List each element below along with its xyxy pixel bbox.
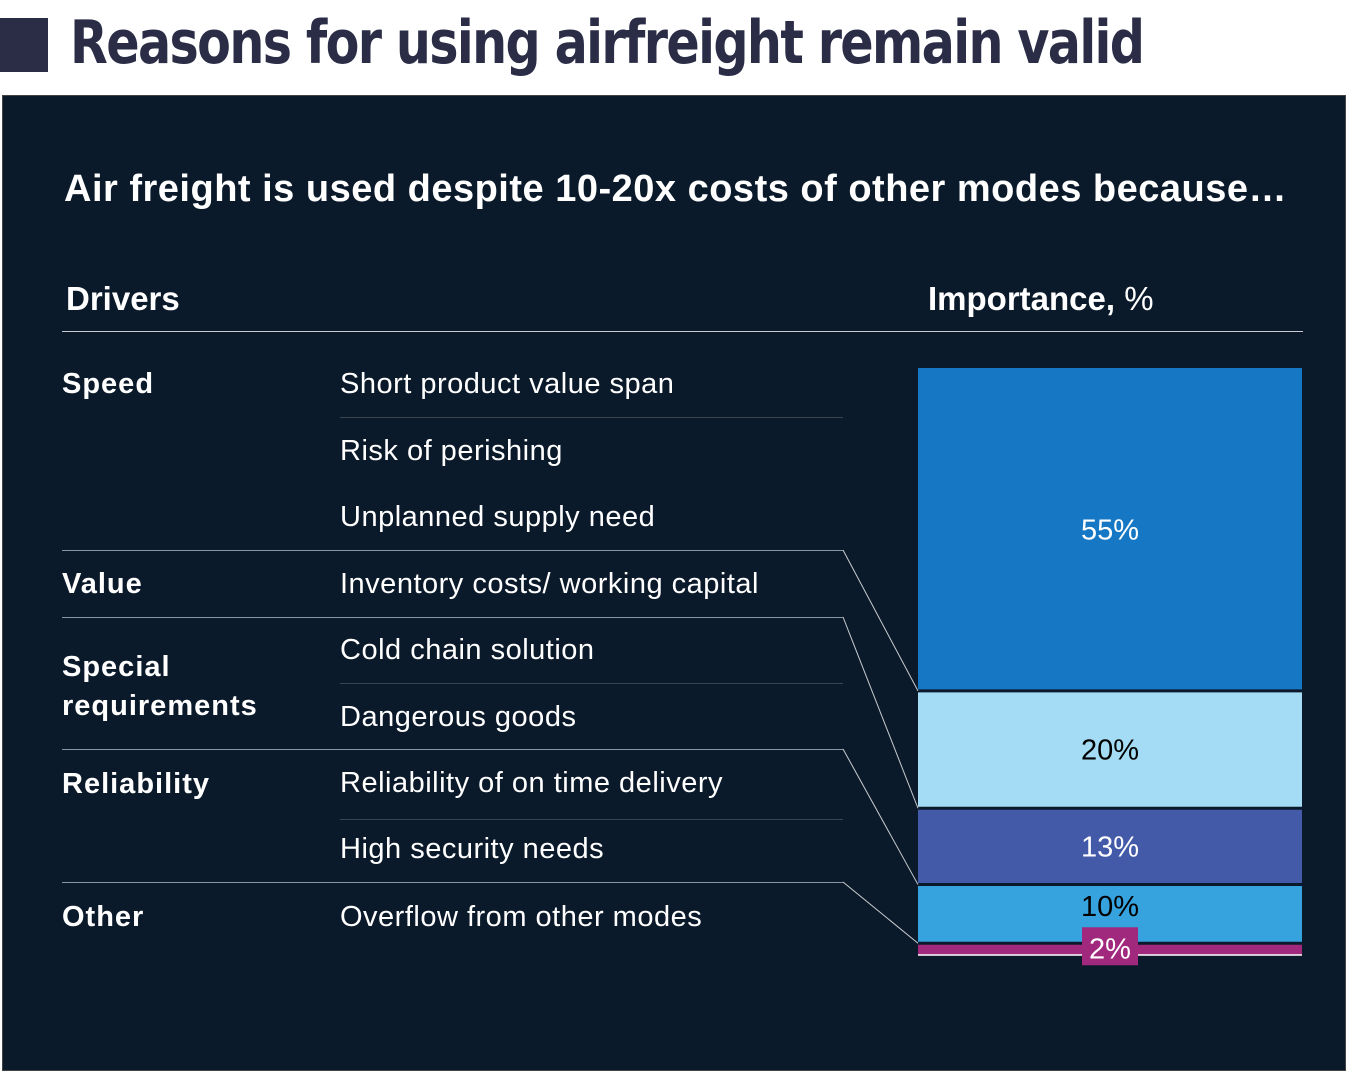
page-title: Reasons for using airfreight remain vali… bbox=[70, 8, 1145, 78]
data-label-background bbox=[1082, 927, 1138, 966]
category-speed: Speed bbox=[62, 368, 155, 400]
category-divider bbox=[62, 617, 843, 618]
row-divider bbox=[340, 819, 843, 820]
data-label: 13% bbox=[1081, 831, 1139, 863]
category-reliability: Reliability bbox=[62, 768, 210, 800]
driver-item: Short product value span bbox=[340, 368, 675, 400]
importance-label: Importance, bbox=[928, 280, 1116, 317]
importance-unit: % bbox=[1124, 280, 1154, 317]
driver-item: High security needs bbox=[340, 833, 605, 865]
row-divider bbox=[340, 683, 843, 684]
category-other: Other bbox=[62, 901, 145, 933]
importance-header: Importance, % bbox=[928, 280, 1154, 318]
connector-line bbox=[842, 748, 919, 885]
bar-segment-speed bbox=[918, 368, 1302, 691]
category-value: Value bbox=[62, 568, 143, 600]
driver-item: Inventory costs/ working capital bbox=[340, 568, 759, 600]
category-divider bbox=[62, 882, 843, 883]
connector-line bbox=[842, 616, 919, 809]
bar-segment-special-requirements bbox=[918, 808, 1302, 885]
category-divider bbox=[62, 550, 843, 551]
data-label: 10% bbox=[1081, 891, 1139, 923]
title-square-icon bbox=[0, 18, 48, 72]
driver-item: Reliability of on time delivery bbox=[340, 767, 723, 799]
driver-item: Dangerous goods bbox=[340, 701, 577, 733]
driver-item: Risk of perishing bbox=[340, 435, 563, 467]
bar-segment-value bbox=[918, 690, 1302, 809]
chart-subtitle: Air freight is used despite 10-20x costs… bbox=[64, 168, 1288, 210]
data-label: 55% bbox=[1081, 514, 1139, 546]
data-label: 20% bbox=[1081, 735, 1139, 767]
driver-item: Overflow from other modes bbox=[340, 901, 703, 933]
driver-item: Unplanned supply need bbox=[340, 501, 656, 533]
row-divider bbox=[340, 417, 843, 418]
header-divider bbox=[62, 331, 1303, 332]
connector-line bbox=[842, 549, 919, 692]
data-label: 2% bbox=[1089, 933, 1131, 965]
driver-item: Cold chain solution bbox=[340, 634, 595, 666]
drivers-header: Drivers bbox=[66, 280, 180, 317]
category-special-requirements: Special requirements bbox=[62, 651, 258, 722]
connector-line bbox=[842, 881, 919, 944]
category-divider bbox=[62, 749, 843, 750]
